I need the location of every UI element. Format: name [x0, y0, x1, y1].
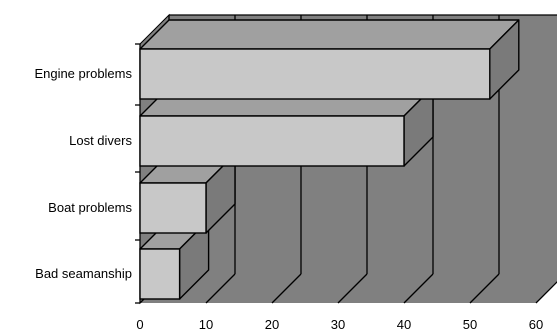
floor-gridline-40 — [403, 273, 434, 304]
category-label: Engine problems — [34, 66, 132, 81]
x-tick-label: 60 — [529, 317, 543, 332]
category-label: Bad seamanship — [35, 266, 132, 281]
x-tick-label: 40 — [397, 317, 411, 332]
floor-gridline-20 — [271, 273, 302, 304]
bar-0 — [139, 19, 520, 100]
x-tick-label: 50 — [463, 317, 477, 332]
floor-gridline-10 — [205, 273, 236, 304]
floor-gridline-50 — [469, 273, 500, 304]
x-tick-label: 20 — [265, 317, 279, 332]
floor-gridline-60 — [535, 281, 557, 304]
floor-gridline-30 — [337, 273, 368, 304]
bar-front-face — [139, 248, 181, 300]
bar-front-face — [139, 115, 405, 167]
x-tick-label: 0 — [136, 317, 143, 332]
bar-front-face — [139, 48, 491, 100]
floor — [140, 274, 557, 303]
bar-top-face — [139, 19, 520, 50]
category-label: Lost divers — [69, 133, 132, 148]
category-label: Boat problems — [48, 200, 132, 215]
x-tick-label: 10 — [199, 317, 213, 332]
x-tick-label: 30 — [331, 317, 345, 332]
bar-front-face — [139, 182, 207, 234]
